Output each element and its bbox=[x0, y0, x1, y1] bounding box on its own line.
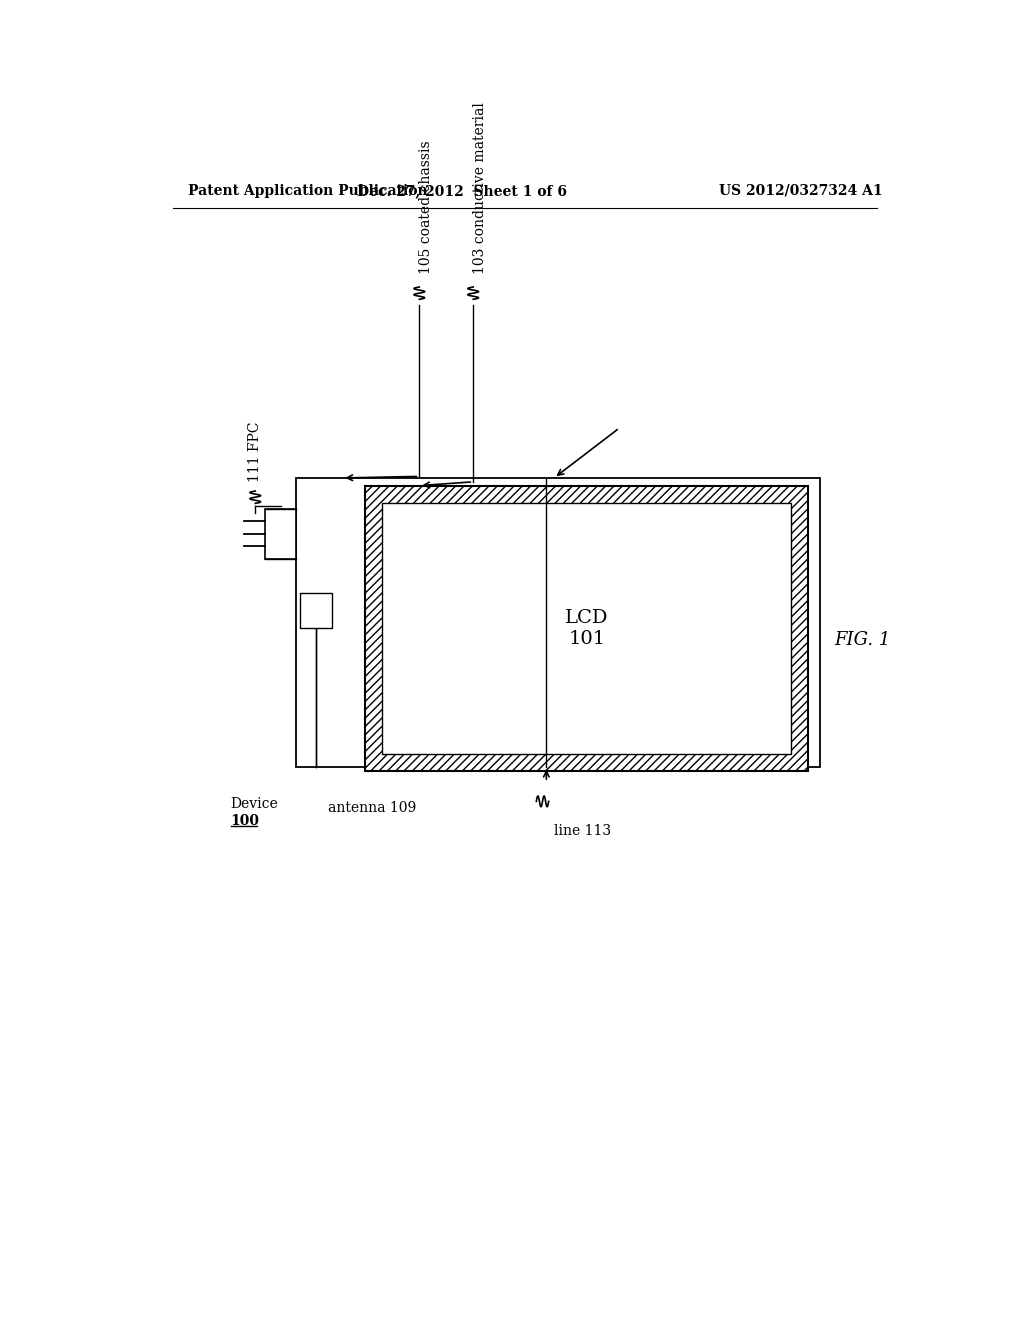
Text: Device: Device bbox=[230, 797, 279, 812]
Text: antenna 109: antenna 109 bbox=[328, 801, 416, 816]
Text: LCD
101: LCD 101 bbox=[565, 609, 608, 648]
Text: US 2012/0327324 A1: US 2012/0327324 A1 bbox=[719, 183, 883, 198]
Text: line 113: line 113 bbox=[554, 825, 611, 838]
Bar bbox=[265, 508, 296, 558]
Bar bbox=[366, 486, 808, 771]
Text: 100: 100 bbox=[230, 814, 260, 829]
Text: 103 conductive material: 103 conductive material bbox=[473, 102, 487, 275]
Text: 111 FPC: 111 FPC bbox=[248, 421, 262, 482]
Text: 105 coated chassis: 105 coated chassis bbox=[419, 140, 433, 275]
Bar bbox=[300, 594, 333, 628]
Bar bbox=[382, 503, 792, 754]
Text: Patent Application Publication: Patent Application Publication bbox=[188, 183, 428, 198]
Bar bbox=[296, 478, 819, 767]
Text: Dec. 27, 2012  Sheet 1 of 6: Dec. 27, 2012 Sheet 1 of 6 bbox=[356, 183, 566, 198]
Text: FIG. 1: FIG. 1 bbox=[834, 631, 890, 648]
